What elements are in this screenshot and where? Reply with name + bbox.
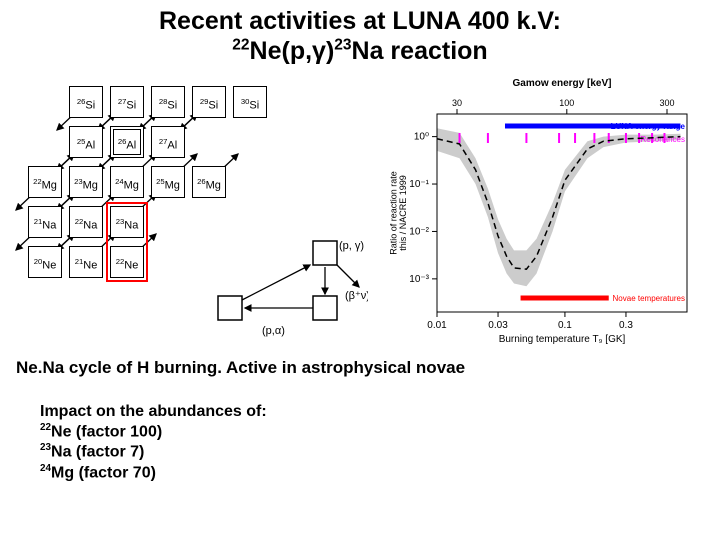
svg-text:0.3: 0.3 <box>619 320 633 331</box>
reaction-scheme: (p, γ) (p,α) (β⁺ν) <box>208 236 368 346</box>
title-sup1: 22 <box>232 37 249 54</box>
nuclide-box: 28Si <box>151 86 185 118</box>
svg-text:10⁻³: 10⁻³ <box>409 274 429 285</box>
nuclide-box: 26Mg <box>192 166 226 198</box>
svg-text:10⁰: 10⁰ <box>414 132 429 143</box>
nuclide-box: 21Na <box>28 206 62 238</box>
nuclide-box: 22Na <box>69 206 103 238</box>
nuclide-box: 24Mg <box>110 166 144 198</box>
svg-text:10⁻¹: 10⁻¹ <box>409 179 429 190</box>
svg-text:0.1: 0.1 <box>558 320 572 331</box>
impact-line: 24Mg (factor 70) <box>40 463 720 483</box>
nuclide-box: 26Si <box>69 86 103 118</box>
impact-block: Impact on the abundances of: 22Ne (facto… <box>40 402 720 483</box>
nuclide-box: 21Ne <box>69 246 103 278</box>
svg-text:(p, γ): (p, γ) <box>339 240 364 252</box>
nuclide-box: 22Mg <box>28 166 62 198</box>
highlighted-nuclides <box>106 202 148 282</box>
impact-line: 22Ne (factor 100) <box>40 422 720 442</box>
figure-caption: Ne.Na cycle of H burning. Active in astr… <box>16 358 720 378</box>
svg-text:Ratio of reaction ratethis / N: Ratio of reaction ratethis / NACRE 1999 <box>388 171 408 255</box>
svg-text:LUNA energy range: LUNA energy range <box>611 122 686 131</box>
impact-title: Impact on the abundances of: <box>40 402 720 422</box>
ratio-chart: 0.01 0.03 0.1 0.3 10⁰ 10⁻¹ 10⁻² 10⁻³ Gamow energ… <box>382 76 712 346</box>
svg-text:30: 30 <box>452 98 462 108</box>
nuclide-box: 29Si <box>192 86 226 118</box>
svg-text:0.03: 0.03 <box>488 320 508 331</box>
title-line1: Recent activities at LUNA 400 k.V: <box>159 7 561 35</box>
svg-text:Burning temperature T₉ [GK]: Burning temperature T₉ [GK] <box>499 334 626 345</box>
nuclide-box: 25Mg <box>151 166 185 198</box>
svg-text:(p,α): (p,α) <box>262 325 285 337</box>
title-sup2: 23 <box>334 37 351 54</box>
nuclide-box: 30Si <box>233 86 267 118</box>
svg-text:300: 300 <box>659 98 674 108</box>
slide-title: Recent activities at LUNA 400 k.V: 22Ne(… <box>0 0 720 66</box>
nuclide-box: 23Mg <box>69 166 103 198</box>
svg-text:(β⁺ν): (β⁺ν) <box>345 290 368 302</box>
nuclide-box: 27Si <box>110 86 144 118</box>
svg-text:0.01: 0.01 <box>427 320 447 331</box>
svg-text:Gamow energy [keV]: Gamow energy [keV] <box>513 78 612 89</box>
svg-text:100: 100 <box>559 98 574 108</box>
svg-text:Novae temperatures: Novae temperatures <box>613 294 685 303</box>
nuclide-chart: 26Si27Si28Si29Si30Si25Al26Al27Al22Mg23Mg… <box>8 76 374 346</box>
nuclide-box: 20Ne <box>28 246 62 278</box>
svg-text:10⁻²: 10⁻² <box>409 226 429 237</box>
nuclide-box: 27Al <box>151 126 185 158</box>
nuclide-box: 25Al <box>69 126 103 158</box>
impact-line: 23Na (factor 7) <box>40 442 720 462</box>
